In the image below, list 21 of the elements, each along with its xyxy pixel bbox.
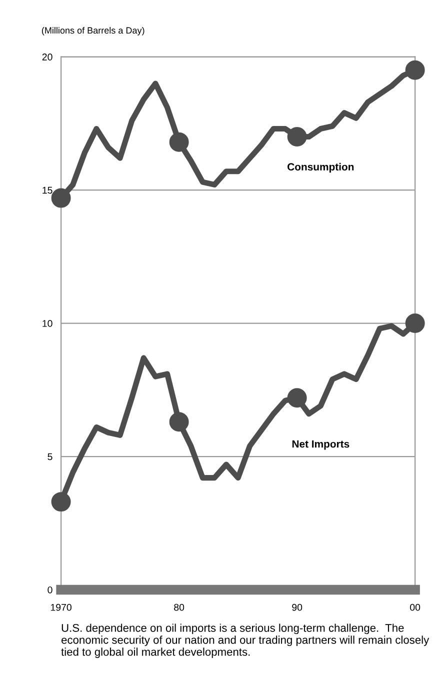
point [169, 132, 189, 152]
point [287, 388, 307, 408]
point [51, 492, 71, 512]
point [405, 314, 425, 334]
y-tick-label: 0 [48, 586, 52, 594]
x-tick-label: 00 [410, 604, 420, 611]
x-tick-label: 1970 [50, 604, 72, 611]
point [287, 127, 307, 147]
text: U.S. dependence on oil imports is a serious long-term challenge. The economic security of our nation and our trading partners will remain closely tied to global oil market developments. [61, 624, 430, 658]
point [51, 188, 71, 208]
y-tick-label: 20 [42, 54, 52, 60]
y-tick-label: 5 [48, 453, 52, 460]
text: Consumption [288, 162, 354, 173]
y-tick-label: 10 [42, 320, 52, 327]
y-axis-title: (Millions of Barrels a Day) [42, 26, 144, 36]
x-tick-label: 80 [174, 604, 184, 611]
point [169, 412, 189, 432]
point [405, 60, 425, 80]
y-tick-label: 15 [42, 186, 52, 194]
x-tick-label: 90 [292, 604, 302, 611]
text: Net Imports [292, 440, 350, 450]
